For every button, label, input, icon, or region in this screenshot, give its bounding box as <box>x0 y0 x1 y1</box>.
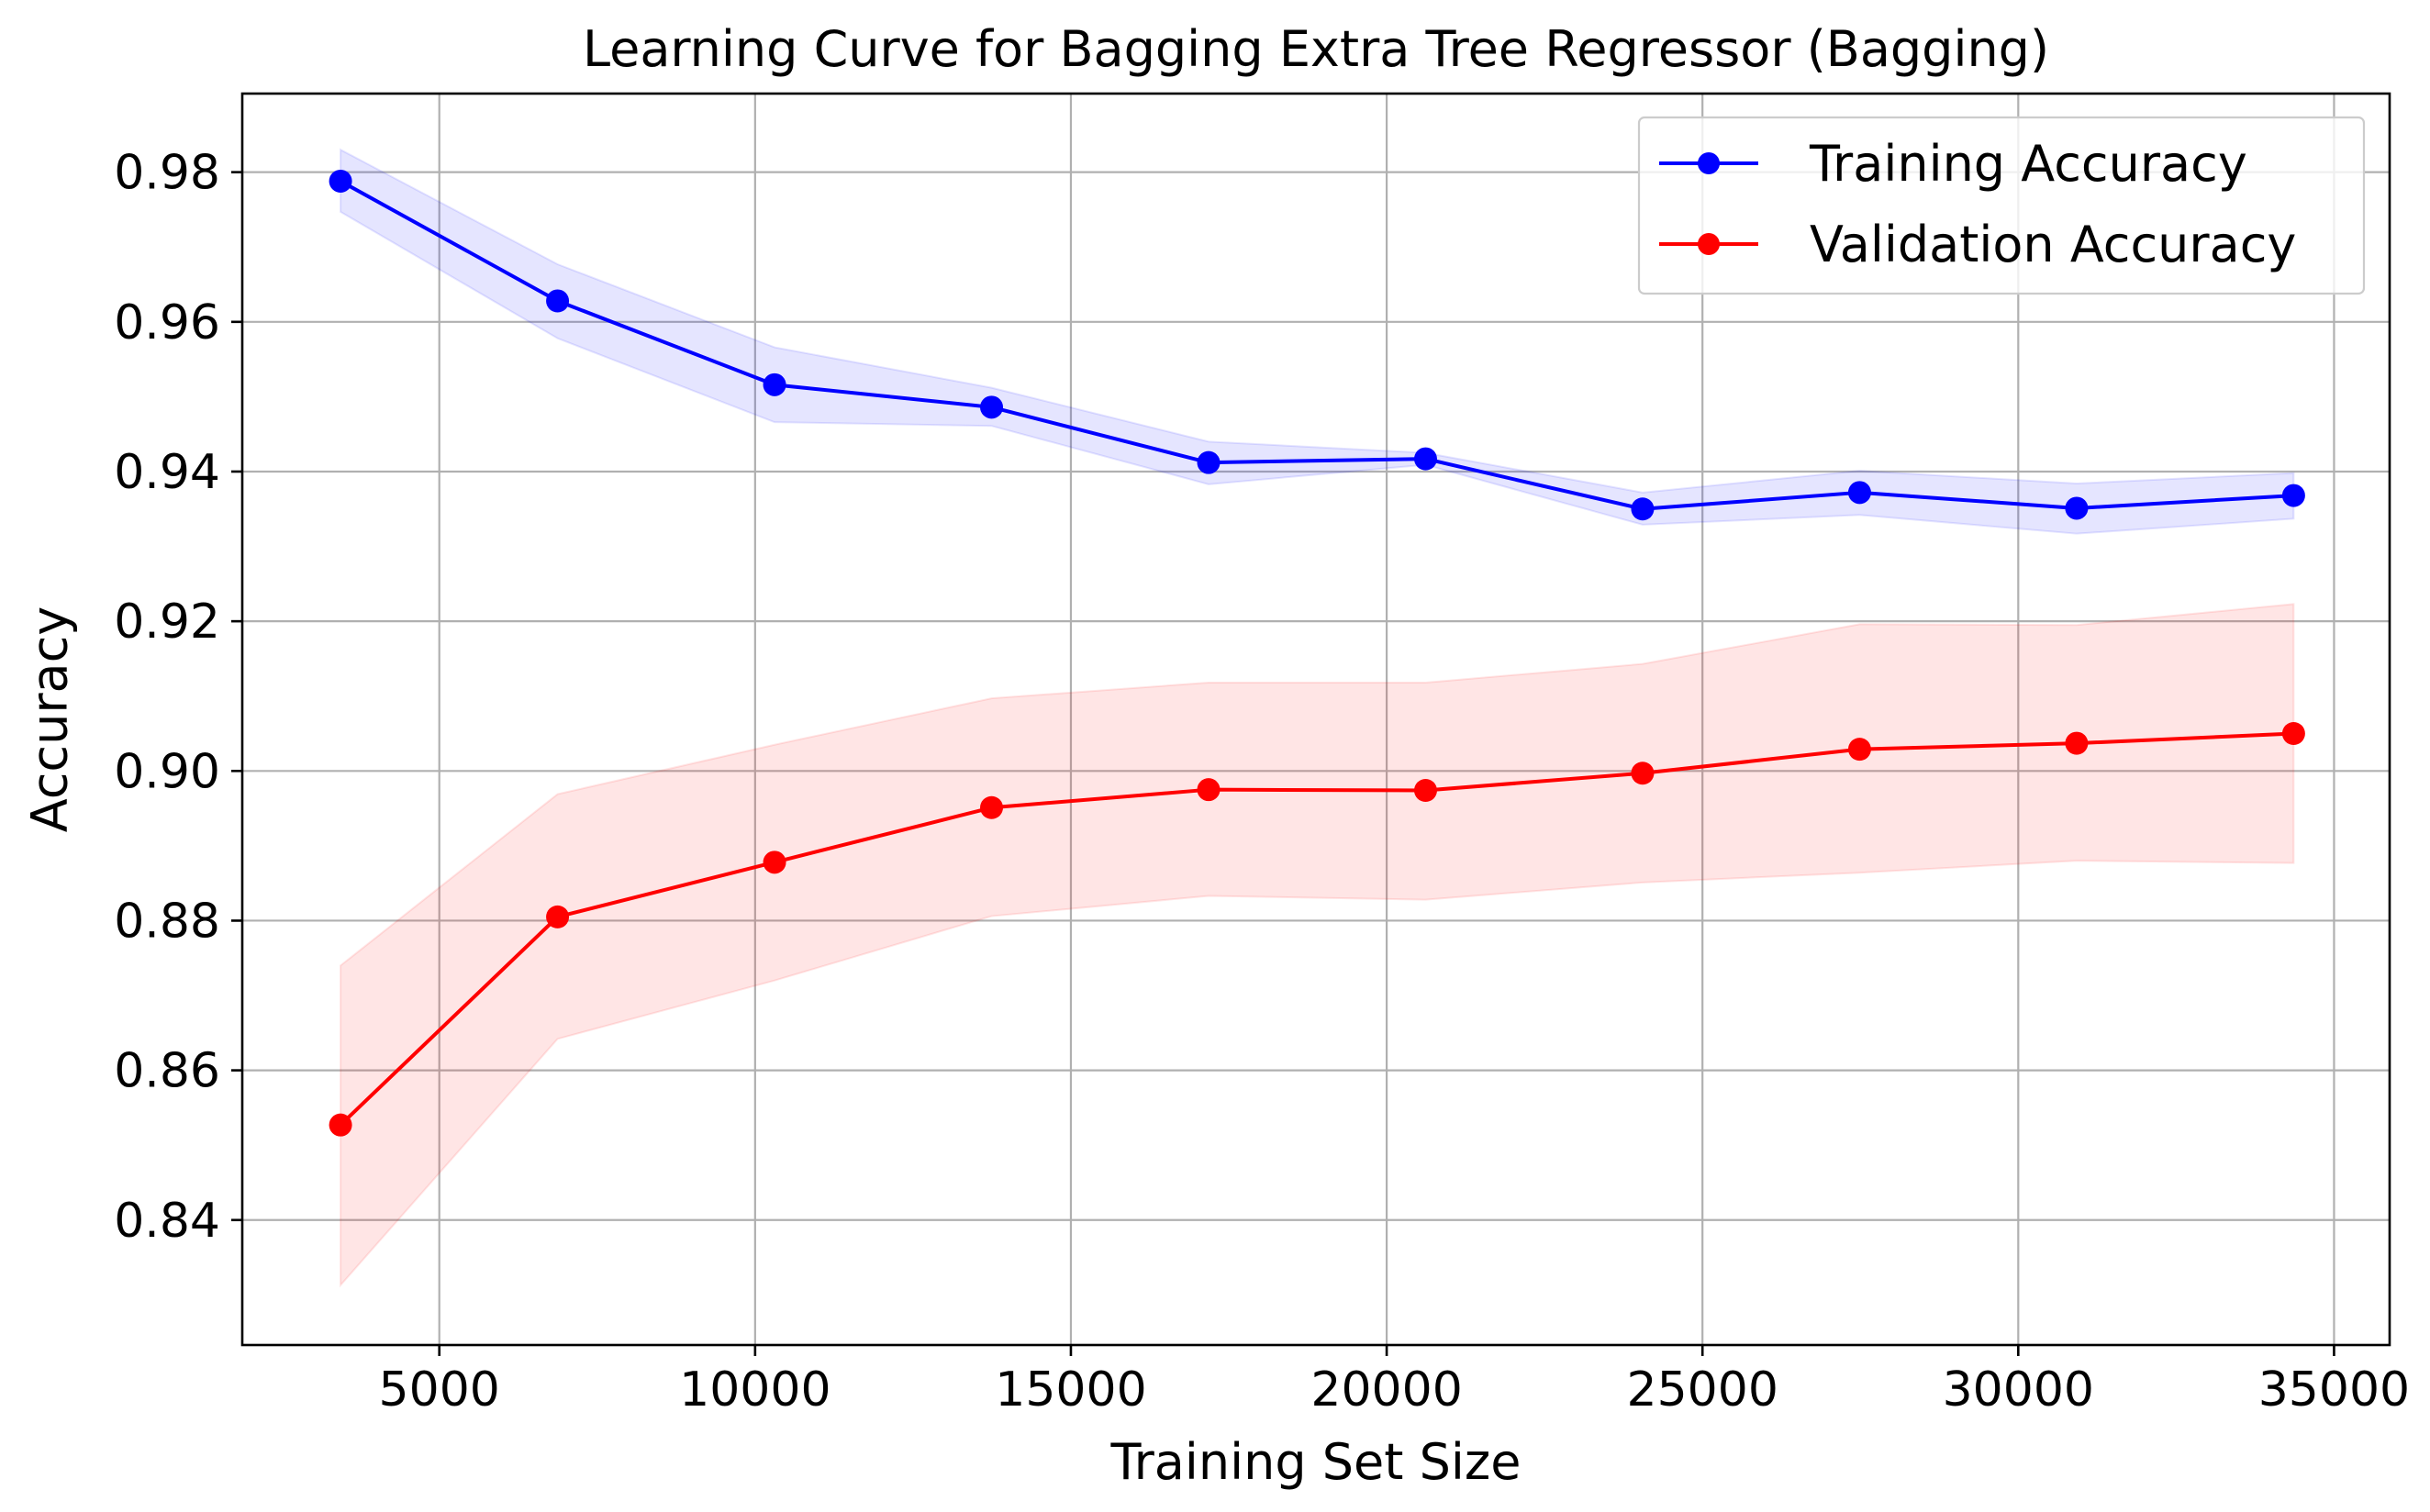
y-tick-label: 0.90 <box>114 744 220 799</box>
legend-swatch-validation-marker <box>1698 233 1720 255</box>
training-data-point <box>1847 481 1871 505</box>
validation-data-point <box>1413 779 1437 802</box>
y-tick-label: 0.88 <box>114 894 220 949</box>
validation-std-band <box>340 603 2295 1288</box>
legend-label-training: Training Accuracy <box>1809 135 2247 193</box>
training-data-point <box>980 395 1004 419</box>
validation-data-point <box>2281 722 2305 745</box>
series-points <box>329 169 2305 1137</box>
x-tick-label: 25000 <box>1626 1362 1778 1418</box>
training-data-point <box>1413 447 1437 471</box>
training-data-point <box>329 169 352 193</box>
y-tick-label: 0.84 <box>114 1194 220 1249</box>
y-tick-label: 0.86 <box>114 1044 220 1099</box>
x-tick-label: 15000 <box>995 1362 1146 1418</box>
x-tick-label: 35000 <box>2258 1362 2410 1418</box>
validation-data-point <box>980 795 1004 819</box>
training-data-point <box>763 372 786 396</box>
y-tick-label: 0.98 <box>114 146 220 201</box>
y-axis-label: Accuracy <box>21 606 79 833</box>
legend-label-validation: Validation Accuracy <box>1810 216 2296 273</box>
validation-data-point <box>1197 778 1221 802</box>
legend-box <box>1637 116 2366 295</box>
y-tick-label: 0.92 <box>114 595 220 650</box>
y-tick-label: 0.94 <box>114 445 220 500</box>
x-axis-label: Training Set Size <box>1110 1433 1522 1491</box>
chart-title: Learning Curve for Bagging Extra Tree Re… <box>583 20 2049 78</box>
validation-data-point <box>1847 738 1871 762</box>
validation-data-point <box>329 1113 352 1137</box>
training-data-point <box>546 289 570 313</box>
training-accuracy-line <box>340 179 2294 511</box>
x-tick-label: 10000 <box>679 1362 830 1418</box>
validation-accuracy-line <box>339 731 2294 1127</box>
x-tick-label: 5000 <box>379 1362 500 1418</box>
training-data-point <box>1197 450 1221 474</box>
validation-data-point <box>1631 762 1655 785</box>
plot-frame <box>240 92 2391 1347</box>
training-std-band <box>340 148 2295 535</box>
x-tick-label: 20000 <box>1310 1362 1462 1418</box>
series-lines <box>339 179 2294 1127</box>
validation-data-point <box>546 905 570 928</box>
x-tick-label: 30000 <box>1943 1362 2094 1418</box>
legend: Training Accuracy Validation Accuracy <box>1637 116 2366 295</box>
confidence-bands <box>340 148 2295 1288</box>
validation-data-point <box>2065 731 2089 755</box>
training-data-point <box>2065 496 2089 520</box>
training-data-point <box>2281 484 2305 507</box>
grid <box>242 94 2390 1345</box>
legend-swatch-training-marker <box>1698 152 1720 174</box>
y-tick-label: 0.96 <box>114 295 220 350</box>
training-data-point <box>1631 497 1655 521</box>
axis-ticks: 5000 10000 15000 20000 25000 30000 35000 0.84 0.… <box>114 146 2410 1418</box>
validation-data-point <box>763 850 786 874</box>
